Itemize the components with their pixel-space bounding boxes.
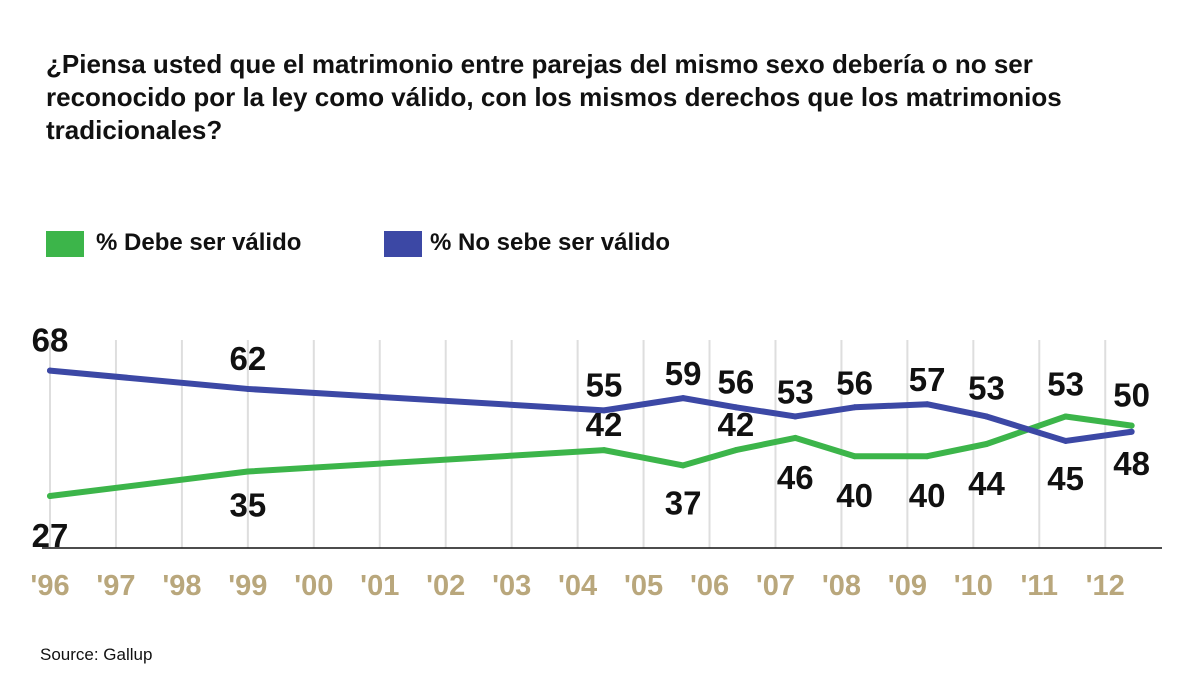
data-point-debe bbox=[244, 468, 251, 475]
data-point-debe bbox=[851, 453, 858, 460]
x-tick-label: '98 bbox=[162, 570, 201, 602]
data-point-no-debe bbox=[851, 404, 858, 411]
data-point-debe bbox=[983, 441, 990, 447]
x-tick-label: '07 bbox=[756, 570, 795, 602]
legend-swatch-blue bbox=[384, 231, 422, 257]
x-tick-label: '04 bbox=[558, 570, 597, 602]
data-label-no-debe: 55 bbox=[586, 366, 623, 403]
data-point-no-debe bbox=[601, 407, 607, 414]
data-point-no-debe bbox=[680, 395, 687, 402]
data-point-no-debe bbox=[983, 413, 990, 420]
x-tick-label: '03 bbox=[492, 570, 531, 602]
data-label-debe: 40 bbox=[909, 477, 946, 514]
x-tick-label: '05 bbox=[624, 570, 663, 602]
x-tick-label: '11 bbox=[1021, 570, 1059, 602]
x-tick-label: '10 bbox=[954, 570, 993, 602]
data-point-debe bbox=[1128, 422, 1135, 429]
data-label-no-debe: 56 bbox=[718, 363, 755, 400]
legend-label-debe: % Debe ser válido bbox=[96, 229, 302, 256]
x-tick-label: '02 bbox=[426, 570, 465, 602]
data-label-debe: 53 bbox=[1047, 365, 1084, 402]
line-chart: '96 '97 '98 '99 '00 '01 '02 '03 '04 '05 '06 '07 '08 '… bbox=[30, 322, 1162, 602]
data-point-no-debe bbox=[924, 401, 931, 408]
x-tick-label: '96 bbox=[30, 570, 69, 602]
data-point-no-debe bbox=[244, 385, 251, 392]
source-note: Source: Gallup bbox=[40, 645, 153, 664]
data-label-no-debe: 53 bbox=[968, 369, 1005, 406]
x-tick-label: '97 bbox=[96, 570, 135, 602]
chart-title: ¿Piensa usted que el matrimonio entre pa… bbox=[46, 49, 1062, 145]
data-point-debe bbox=[680, 462, 687, 469]
x-tick-label: '00 bbox=[294, 570, 333, 602]
data-label-no-debe: 62 bbox=[229, 340, 266, 377]
data-label-debe: 27 bbox=[32, 517, 69, 554]
x-tick-label: '01 bbox=[360, 570, 399, 602]
data-point-debe bbox=[792, 434, 799, 441]
data-point-no-debe bbox=[1128, 428, 1135, 435]
data-point-no-debe bbox=[792, 413, 799, 420]
data-label-no-debe: 57 bbox=[909, 361, 946, 398]
data-point-no-debe bbox=[47, 367, 53, 374]
data-label-no-debe: 53 bbox=[777, 373, 814, 410]
data-point-debe bbox=[1062, 413, 1069, 420]
data-label-no-debe: 45 bbox=[1047, 460, 1084, 497]
data-label-no-debe: 59 bbox=[665, 355, 702, 392]
data-point-debe bbox=[47, 493, 53, 499]
x-tick-label: '09 bbox=[888, 570, 927, 602]
x-tick-label: '99 bbox=[228, 570, 267, 602]
data-label-debe: 42 bbox=[718, 406, 755, 443]
data-point-debe bbox=[732, 447, 739, 454]
data-label-debe: 46 bbox=[777, 459, 814, 496]
x-tick-label: '08 bbox=[822, 570, 861, 602]
data-point-debe bbox=[601, 447, 607, 454]
legend-swatch-green bbox=[46, 231, 84, 257]
data-label-debe: 40 bbox=[836, 477, 873, 514]
data-label-debe: 35 bbox=[229, 487, 266, 524]
data-point-no-debe bbox=[732, 404, 739, 411]
data-label-no-debe: 68 bbox=[32, 322, 69, 359]
x-tick-label: '12 bbox=[1086, 570, 1125, 602]
data-label-no-debe: 48 bbox=[1113, 445, 1150, 482]
data-label-debe: 37 bbox=[665, 484, 702, 521]
data-label-debe: 44 bbox=[968, 465, 1005, 502]
data-label-no-debe: 56 bbox=[836, 364, 873, 401]
data-label-debe: 50 bbox=[1113, 377, 1150, 414]
data-point-debe bbox=[924, 453, 931, 460]
data-point-no-debe bbox=[1062, 437, 1069, 444]
legend-label-no-debe: % No sebe ser válido bbox=[430, 229, 671, 256]
x-tick-label: '06 bbox=[690, 570, 729, 602]
